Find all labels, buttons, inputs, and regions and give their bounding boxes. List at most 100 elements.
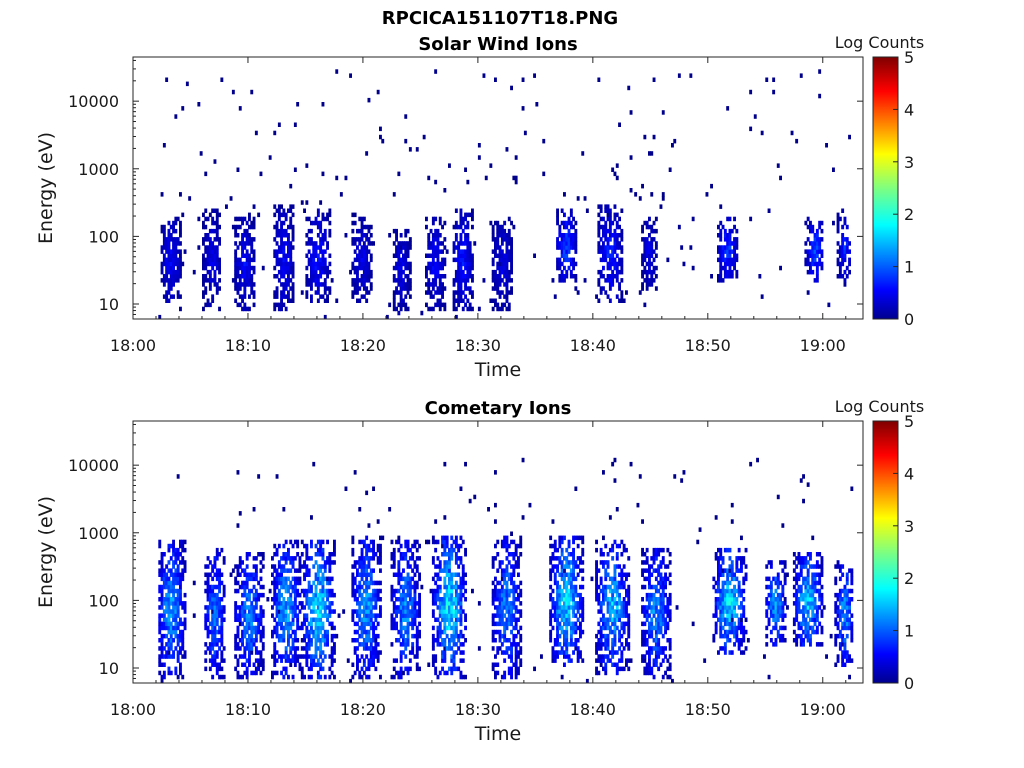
heatmap-cell	[402, 261, 405, 267]
heatmap-cell	[438, 290, 442, 295]
heatmap-cell	[236, 470, 240, 475]
heatmap-cell	[238, 106, 242, 111]
heatmap-cell	[206, 261, 210, 267]
heatmap-cell	[572, 568, 575, 573]
heatmap-cell	[335, 633, 339, 639]
heatmap-cell	[204, 171, 208, 177]
heatmap-cell	[218, 625, 221, 631]
heatmap-cell	[284, 294, 288, 299]
heatmap-cell	[496, 290, 500, 295]
heatmap-cell	[648, 261, 651, 267]
heatmap-cell	[517, 597, 520, 602]
heatmap-cell	[498, 638, 502, 643]
heatmap-cell	[218, 605, 221, 610]
heatmap-cell	[365, 654, 369, 659]
x-tick-label: 18:10	[225, 336, 271, 355]
heatmap-cell	[452, 302, 456, 308]
heatmap-cell	[445, 609, 449, 614]
heatmap-cell	[567, 257, 571, 263]
heatmap-cell	[496, 253, 500, 258]
heatmap-cell	[602, 601, 605, 606]
heatmap-cell	[353, 470, 357, 475]
heatmap-cell	[648, 654, 651, 659]
heatmap-cell	[615, 253, 619, 258]
heatmap-cell	[438, 670, 442, 676]
heatmap-cell	[454, 274, 458, 279]
heatmap-cell	[825, 143, 828, 148]
heatmap-cell	[503, 265, 507, 271]
heatmap-cell	[176, 274, 180, 279]
heatmap-cell	[287, 237, 290, 242]
heatmap-cell	[211, 216, 215, 222]
heatmap-cell	[165, 617, 169, 622]
heatmap-cell	[287, 638, 290, 643]
heatmap-cell	[648, 597, 651, 602]
heatmap-cell	[399, 249, 403, 254]
heatmap-cell	[654, 654, 658, 659]
heatmap-cell	[211, 597, 215, 602]
heatmap-cell	[579, 597, 582, 602]
heatmap-cell	[176, 241, 180, 246]
heatmap-cell	[650, 224, 654, 230]
heatmap-cell	[183, 568, 187, 573]
heatmap-cell	[241, 592, 244, 598]
heatmap-cell	[574, 621, 578, 627]
heatmap-cell	[569, 625, 573, 631]
heatmap-cell	[181, 576, 185, 582]
heatmap-cell	[498, 564, 502, 569]
heatmap-cell	[406, 543, 410, 549]
heatmap-cell	[314, 245, 318, 250]
heatmap-cell	[358, 564, 362, 569]
heatmap-cell	[399, 241, 403, 246]
heatmap-cell	[461, 228, 465, 234]
heatmap-cell	[314, 253, 318, 258]
heatmap-cell	[627, 601, 631, 606]
heatmap-cell	[507, 576, 511, 582]
heatmap-cell	[360, 572, 364, 577]
heatmap-cell	[218, 552, 221, 557]
heatmap-cell	[158, 617, 162, 622]
heatmap-cell	[275, 621, 279, 627]
heatmap-cell	[611, 662, 615, 667]
heatmap-cell	[500, 306, 504, 312]
heatmap-cell	[572, 625, 575, 631]
heatmap-cell	[356, 658, 359, 663]
heatmap-cell	[358, 265, 362, 271]
heatmap-cell	[296, 552, 300, 557]
heatmap-cell	[500, 237, 504, 242]
heatmap-cell	[466, 237, 470, 242]
heatmap-cell	[273, 212, 277, 218]
heatmap-cell	[643, 245, 647, 250]
heatmap-cell	[275, 609, 279, 614]
heatmap-cell	[365, 638, 369, 643]
heatmap-cell	[558, 265, 562, 271]
heatmap-cell	[351, 535, 355, 541]
heatmap-cell	[273, 302, 277, 308]
heatmap-cell	[211, 642, 215, 647]
heatmap-cell	[560, 253, 564, 258]
heatmap-cell	[408, 564, 412, 569]
heatmap-cell	[652, 568, 656, 573]
heatmap-cell	[813, 261, 817, 267]
heatmap-cell	[620, 269, 624, 275]
heatmap-cell	[218, 613, 221, 618]
heatmap-cell	[397, 261, 401, 267]
heatmap-cell	[599, 286, 603, 291]
heatmap-cell	[436, 290, 440, 295]
heatmap-cell	[450, 552, 454, 557]
heatmap-cell	[280, 613, 283, 618]
heatmap-cell	[494, 638, 497, 643]
heatmap-cell	[599, 560, 603, 565]
heatmap-cell	[280, 654, 283, 659]
heatmap-cell	[505, 638, 509, 643]
heatmap-cell	[459, 224, 463, 230]
heatmap-cell	[259, 633, 263, 639]
heatmap-cell	[723, 261, 727, 267]
heatmap-cell	[461, 269, 465, 275]
heatmap-cell	[372, 605, 375, 610]
heatmap-cell	[169, 224, 173, 230]
heatmap-cell	[510, 576, 513, 582]
heatmap-cell	[551, 601, 555, 606]
heatmap-cell	[464, 261, 467, 267]
heatmap-cell	[245, 241, 249, 246]
